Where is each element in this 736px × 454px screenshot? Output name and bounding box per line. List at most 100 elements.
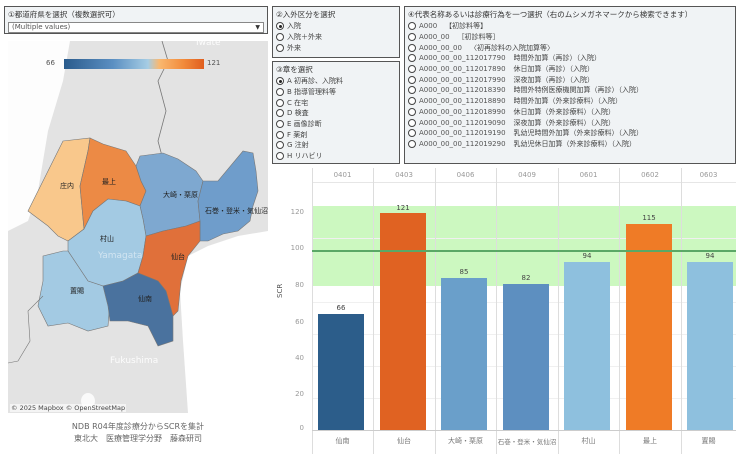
label-ishinomaki: 石巻・登米・気仙沼 [205, 206, 268, 215]
inout-option[interactable]: 入院＋外来 [273, 32, 399, 43]
bar-osaki[interactable] [441, 278, 487, 430]
procedure-code: A000_00_00 [419, 43, 462, 52]
procedure-option[interactable]: A000 【初診料等】 [405, 21, 735, 32]
prefecture-filter-panel: ①都道府県を選択（複数選択可） (Multiple values) ▼ [4, 6, 268, 34]
radio-icon[interactable] [408, 107, 416, 116]
y-tick: 40 [295, 354, 304, 362]
bar-mogami[interactable] [626, 224, 672, 430]
procedure-option[interactable]: A000_00_00_112018890 時間外加算（外来診療料）（入院） [405, 96, 735, 107]
y-axis-label: SCR [276, 283, 284, 298]
bar-ishinomaki[interactable] [503, 284, 549, 430]
label-mogami: 最上 [102, 177, 116, 186]
procedure-name: 乳幼児休日加算（外来診療料）（入院） [513, 139, 637, 148]
radio-icon[interactable] [408, 129, 416, 138]
procedure-option[interactable]: A000_00_00_112019190 乳幼児時間外加算（外来診療料）（入院） [405, 128, 735, 139]
procedure-name: 時間外加算（再診）（入院） [513, 54, 602, 63]
radio-icon[interactable] [408, 97, 416, 106]
radio-icon[interactable] [276, 109, 284, 118]
radio-icon[interactable] [408, 33, 416, 42]
radio-icon[interactable] [276, 88, 284, 97]
chapter-option[interactable]: B 指導管理料等 [273, 87, 399, 98]
inout-option-label: 入院＋外来 [287, 33, 322, 42]
chapter-option[interactable]: C 在宅 [273, 97, 399, 108]
procedure-code: A000_00 [419, 33, 450, 42]
chapter-option[interactable]: A 初再診、入院料 [273, 76, 399, 87]
map-shapes: 庄内 最上 大崎・栗原 石巻・登米・気仙沼 村山 仙台 置賜 仙南 Iwate … [8, 41, 268, 413]
radio-icon[interactable] [276, 130, 284, 139]
inout-option[interactable]: 外来 [273, 42, 399, 53]
region-ishinomaki [197, 150, 259, 242]
column-header: 0401 [333, 171, 352, 179]
map-credit[interactable]: © 2025 Mapbox © OpenStreetMap [10, 404, 127, 412]
procedure-option[interactable]: A000_00_00_112019290 乳幼児休日加算（外来診療料）（入院） [405, 139, 735, 150]
column-header: 0403 [395, 171, 413, 179]
radio-icon[interactable] [276, 43, 284, 52]
bar-value: 82 [521, 274, 531, 282]
chapter-option[interactable]: H リハビリ [273, 151, 399, 162]
procedure-code: A000_00_00_112019090 [419, 118, 506, 127]
column-divider [312, 168, 313, 454]
inout-option[interactable]: 入院 [273, 21, 399, 32]
x-category-label: 仙台 [397, 437, 411, 445]
column-divider [435, 168, 436, 454]
choropleth-map[interactable]: 庄内 最上 大崎・栗原 石巻・登米・気仙沼 村山 仙台 置賜 仙南 Iwate … [8, 41, 268, 413]
radio-icon[interactable] [276, 98, 284, 107]
y-tick: 120 [290, 208, 304, 216]
radio-selected-icon[interactable] [276, 22, 284, 31]
chapter-option[interactable]: D 検査 [273, 108, 399, 119]
procedure-option[interactable]: A000_00_00_112017890 休日加算（再診）（入院） [405, 64, 735, 75]
prefecture-dropdown-value: (Multiple values) [12, 23, 71, 31]
radio-icon[interactable] [408, 22, 416, 31]
chapter-option[interactable]: G 注射 [273, 140, 399, 151]
radio-icon[interactable] [408, 54, 416, 63]
bar-value: 94 [582, 252, 592, 260]
chapter-filter-title: ③章を選択 [276, 65, 313, 74]
procedure-option[interactable]: A000_00_00 〈初再診料の入院加算等〉 [405, 42, 735, 53]
radio-icon[interactable] [408, 86, 416, 95]
column-divider [373, 168, 374, 454]
procedure-option[interactable]: A000_00_00_112017790 時間外加算（再診）（入院） [405, 53, 735, 64]
radio-icon[interactable] [276, 120, 284, 129]
procedure-name: 時間外特例医療機関加算（再診）（入院） [513, 86, 644, 95]
radio-icon[interactable] [408, 75, 416, 84]
radio-icon[interactable] [408, 118, 416, 127]
legend-min-value: 66 [46, 59, 55, 67]
procedure-option[interactable]: A000_00_00_112018390 時間外特例医療機関加算（再診）（入院） [405, 85, 735, 96]
x-category-label: 最上 [643, 437, 657, 445]
procedure-option[interactable]: A000_00_00_112017990 深夜加算（再診）（入院） [405, 74, 735, 85]
chapter-option[interactable]: F 薬剤 [273, 129, 399, 140]
svg-text:Fukushima: Fukushima [110, 356, 158, 366]
radio-icon[interactable] [276, 33, 284, 42]
procedure-name: 休日加算（外来診療料）（入院） [513, 107, 616, 116]
gridline [312, 238, 736, 239]
procedure-name: 休日加算（再診）（入院） [513, 65, 595, 74]
chapter-option-label: H リハビリ [287, 152, 323, 161]
prefecture-dropdown[interactable]: (Multiple values) ▼ [8, 22, 264, 33]
procedure-option[interactable]: A000_00_00_112018990 休日加算（外来診療料）（入院） [405, 107, 735, 118]
chapter-option[interactable]: E 画像診断 [273, 119, 399, 130]
procedure-filter-title: ④代表名称あるいは診療行為を一つ選択（右のムシメガネマークから検索できます） [408, 10, 693, 19]
radio-icon[interactable] [408, 65, 416, 74]
radio-icon[interactable] [408, 43, 416, 52]
procedure-option[interactable]: A000_00_00_112019090 深夜加算（外来診療料）（入院） [405, 117, 735, 128]
column-divider [496, 168, 497, 454]
y-tick: 20 [295, 390, 304, 398]
procedure-option[interactable]: A000_00 ［初診料等］ [405, 32, 735, 43]
chapter-filter-panel: ③章を選択 A 初再診、入院料 B 指導管理料等 C 在宅 D 検査 E 画像診… [272, 61, 400, 164]
bar-sennan[interactable] [318, 314, 364, 430]
bar-murayama[interactable] [564, 262, 610, 430]
inout-option-label: 入院 [287, 22, 301, 31]
radio-selected-icon[interactable] [276, 77, 284, 86]
label-osaki: 大崎・栗原 [163, 190, 198, 199]
y-tick: 100 [290, 244, 304, 252]
radio-icon[interactable] [408, 139, 416, 148]
bar-okitama[interactable] [687, 262, 733, 430]
radio-icon[interactable] [276, 141, 284, 150]
bar-sendai[interactable] [380, 213, 426, 430]
radio-icon[interactable] [276, 152, 284, 161]
column-header: 0603 [699, 171, 718, 179]
bar-value: 94 [705, 252, 715, 260]
reference-line-100 [312, 250, 736, 252]
procedure-name: 【初診料等】 [445, 22, 488, 31]
chapter-option-label: B 指導管理料等 [287, 88, 337, 97]
